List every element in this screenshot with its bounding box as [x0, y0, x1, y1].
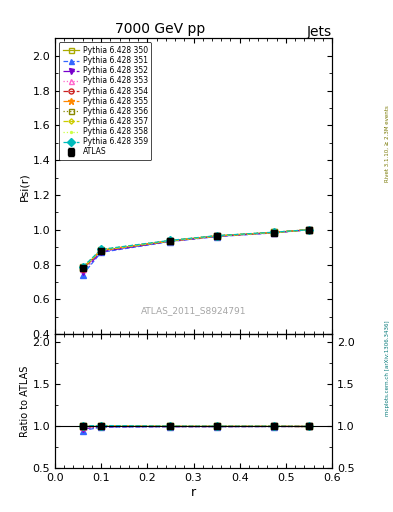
- Pythia 6.428 352: [81, 269, 85, 275]
- Line: Pythia 6.428 350: Pythia 6.428 350: [80, 227, 312, 271]
- Pythia 6.428 350: [214, 233, 219, 239]
- Pythia 6.428 352: [99, 248, 104, 254]
- Pythia 6.428 353: [81, 266, 85, 272]
- Line: Pythia 6.428 358: Pythia 6.428 358: [81, 228, 311, 269]
- Pythia 6.428 353: [272, 229, 277, 236]
- Pythia 6.428 356: [272, 229, 277, 235]
- Pythia 6.428 354: [168, 238, 173, 244]
- Pythia 6.428 359: [168, 237, 173, 243]
- Line: Pythia 6.428 351: Pythia 6.428 351: [80, 227, 312, 278]
- Pythia 6.428 355: [272, 229, 277, 236]
- Pythia 6.428 357: [168, 238, 173, 244]
- Pythia 6.428 354: [307, 227, 311, 233]
- Pythia 6.428 350: [307, 227, 311, 233]
- Pythia 6.428 358: [214, 233, 219, 239]
- Pythia 6.428 351: [307, 227, 311, 233]
- Pythia 6.428 356: [214, 233, 219, 239]
- Pythia 6.428 352: [214, 233, 219, 240]
- Pythia 6.428 358: [307, 227, 311, 233]
- Pythia 6.428 355: [214, 233, 219, 239]
- Pythia 6.428 355: [99, 247, 104, 253]
- Pythia 6.428 350: [168, 238, 173, 244]
- Line: Pythia 6.428 357: Pythia 6.428 357: [81, 228, 311, 270]
- Line: Pythia 6.428 354: Pythia 6.428 354: [80, 227, 312, 272]
- Pythia 6.428 356: [168, 238, 173, 244]
- Line: Pythia 6.428 355: Pythia 6.428 355: [79, 226, 312, 271]
- Pythia 6.428 357: [99, 247, 104, 253]
- Pythia 6.428 356: [99, 246, 104, 252]
- Pythia 6.428 359: [214, 232, 219, 239]
- Pythia 6.428 350: [99, 247, 104, 253]
- Pythia 6.428 350: [272, 229, 277, 236]
- Pythia 6.428 351: [272, 230, 277, 236]
- Y-axis label: Psi(r): Psi(r): [20, 172, 29, 201]
- Pythia 6.428 353: [99, 247, 104, 253]
- Pythia 6.428 352: [307, 227, 311, 233]
- Pythia 6.428 359: [81, 264, 85, 270]
- Pythia 6.428 357: [81, 265, 85, 271]
- Pythia 6.428 358: [168, 238, 173, 244]
- Text: Rivet 3.1.10, ≥ 2.3M events: Rivet 3.1.10, ≥ 2.3M events: [385, 105, 389, 182]
- Pythia 6.428 358: [99, 247, 104, 253]
- Pythia 6.428 352: [272, 229, 277, 236]
- Pythia 6.428 352: [168, 238, 173, 244]
- Pythia 6.428 351: [168, 239, 173, 245]
- Pythia 6.428 357: [307, 227, 311, 233]
- Pythia 6.428 355: [307, 227, 311, 233]
- Pythia 6.428 351: [81, 271, 85, 278]
- Pythia 6.428 356: [81, 264, 85, 270]
- Text: Jets: Jets: [307, 25, 332, 39]
- Pythia 6.428 355: [168, 238, 173, 244]
- Pythia 6.428 359: [307, 227, 311, 233]
- Pythia 6.428 358: [81, 264, 85, 270]
- Pythia 6.428 354: [81, 266, 85, 272]
- Line: Pythia 6.428 352: Pythia 6.428 352: [80, 227, 312, 274]
- Pythia 6.428 359: [272, 229, 277, 235]
- Legend: Pythia 6.428 350, Pythia 6.428 351, Pythia 6.428 352, Pythia 6.428 353, Pythia 6: Pythia 6.428 350, Pythia 6.428 351, Pyth…: [59, 42, 151, 160]
- X-axis label: r: r: [191, 486, 196, 499]
- Pythia 6.428 351: [214, 233, 219, 240]
- Line: Pythia 6.428 353: Pythia 6.428 353: [80, 227, 312, 271]
- Pythia 6.428 355: [81, 265, 85, 271]
- Pythia 6.428 357: [272, 229, 277, 236]
- Text: mcplots.cern.ch [arXiv:1306.3436]: mcplots.cern.ch [arXiv:1306.3436]: [385, 321, 389, 416]
- Title: 7000 GeV pp: 7000 GeV pp: [115, 22, 206, 36]
- Pythia 6.428 350: [81, 265, 85, 271]
- Pythia 6.428 354: [272, 229, 277, 236]
- Pythia 6.428 356: [307, 227, 311, 233]
- Pythia 6.428 354: [99, 247, 104, 253]
- Pythia 6.428 354: [214, 233, 219, 239]
- Text: ATLAS_2011_S8924791: ATLAS_2011_S8924791: [141, 306, 246, 315]
- Pythia 6.428 353: [168, 238, 173, 244]
- Line: Pythia 6.428 359: Pythia 6.428 359: [80, 227, 312, 270]
- Pythia 6.428 358: [272, 229, 277, 236]
- Pythia 6.428 351: [99, 249, 104, 255]
- Pythia 6.428 353: [214, 233, 219, 239]
- Line: Pythia 6.428 356: Pythia 6.428 356: [80, 227, 312, 270]
- Pythia 6.428 357: [214, 233, 219, 239]
- Pythia 6.428 359: [99, 246, 104, 252]
- Y-axis label: Ratio to ATLAS: Ratio to ATLAS: [20, 366, 29, 437]
- Pythia 6.428 353: [307, 227, 311, 233]
